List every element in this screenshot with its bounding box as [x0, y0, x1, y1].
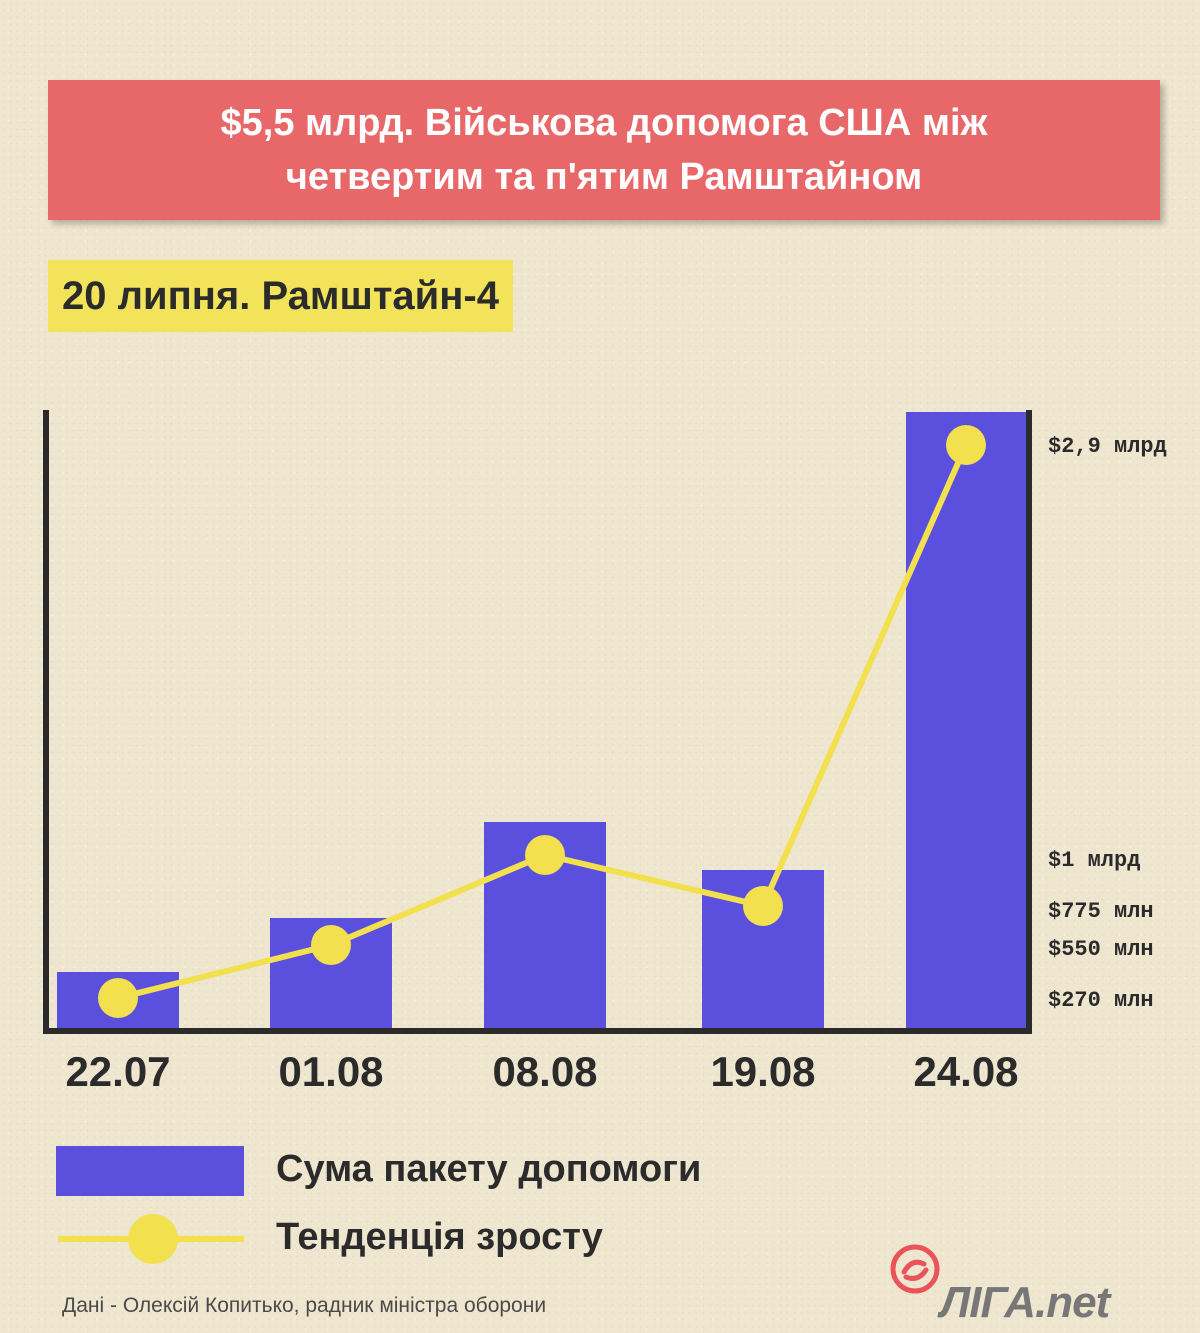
subtitle-banner: 20 липня. Рамштайн-4 [48, 260, 513, 332]
title-line-2: четвертим та п'ятим Рамштайном [285, 156, 923, 198]
trend-point-19.08 [743, 886, 783, 926]
x-tick-label: 01.08 [278, 1048, 383, 1095]
value-label: $270 млн [1048, 988, 1154, 1013]
value-label: $1 млрд [1048, 848, 1140, 873]
legend-dot-swatch [128, 1214, 178, 1264]
x-tick-label: 19.08 [710, 1048, 815, 1095]
value-label: $550 млн [1048, 937, 1154, 962]
title-line-1: $5,5 млрд. Військова допомога США між [220, 102, 988, 144]
bar-24.08 [906, 412, 1026, 1030]
x-tick-label: 08.08 [492, 1048, 597, 1095]
page-title: $5,5 млрд. Військова допомога США між че… [104, 96, 1104, 204]
trend-point-22.07 [98, 978, 138, 1018]
trend-point-01.08 [311, 925, 351, 965]
legend-bar-swatch [56, 1146, 244, 1196]
trend-point-08.08 [525, 835, 565, 875]
x-tick-label: 24.08 [913, 1048, 1018, 1095]
liga-logo-text: ЛІГА.net [940, 1278, 1110, 1327]
legend-line-label: Тенденція зросту [276, 1216, 603, 1258]
subtitle: 20 липня. Рамштайн-4 [62, 273, 499, 318]
liga-logo-icon [890, 1244, 940, 1294]
x-tick-label: 22.07 [65, 1048, 170, 1095]
value-label: $775 млн [1048, 899, 1154, 924]
title-banner: $5,5 млрд. Військова допомога США між че… [48, 80, 1160, 220]
chart: 22.07 01.08 08.08 19.08 24.08 $270 млн $550 мл… [43, 410, 1167, 1095]
legend-bar-label: Сума пакету допомоги [276, 1148, 702, 1190]
source-note: Дані - Олексій Копитько, радник міністра… [62, 1294, 547, 1317]
value-label: $2,9 млрд [1048, 434, 1167, 459]
trend-point-24.08 [946, 425, 986, 465]
